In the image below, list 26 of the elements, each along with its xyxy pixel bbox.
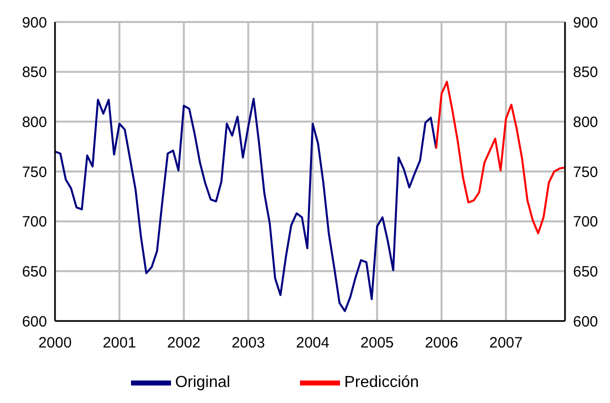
y2-tick-label: 850	[573, 64, 598, 82]
x-tick-label: 2006	[424, 334, 458, 352]
x-tick-label: 2002	[167, 334, 201, 352]
y-tick-label: 700	[22, 214, 47, 231]
y-tick-label: 600	[22, 313, 47, 330]
y-tick-label: 900	[22, 14, 47, 32]
x-tick-label: 2005	[360, 334, 394, 352]
x-tick-label: 2000	[38, 334, 72, 352]
x-tick-label: 2001	[102, 334, 136, 352]
legend-label: Original	[175, 374, 230, 392]
y-tick-label: 850	[22, 64, 47, 82]
line-series	[55, 98, 438, 312]
y2-tick-label: 900	[573, 14, 598, 32]
y2-tick-label: 750	[573, 164, 598, 181]
y-tick-label: 750	[22, 164, 47, 181]
y2-tick-label: 600	[573, 313, 598, 330]
x-tick-label: 2004	[296, 334, 330, 352]
x-tick-label: 2007	[489, 334, 523, 352]
y2-tick-label: 650	[573, 263, 598, 280]
y2-tick-label: 800	[573, 114, 598, 131]
legend-label: Predicción	[344, 374, 419, 392]
y-tick-label: 800	[22, 114, 47, 131]
x-tick-label: 2003	[232, 334, 265, 352]
y-tick-label: 650	[22, 263, 47, 280]
line-series	[435, 80, 565, 234]
y2-tick-label: 700	[573, 214, 598, 231]
